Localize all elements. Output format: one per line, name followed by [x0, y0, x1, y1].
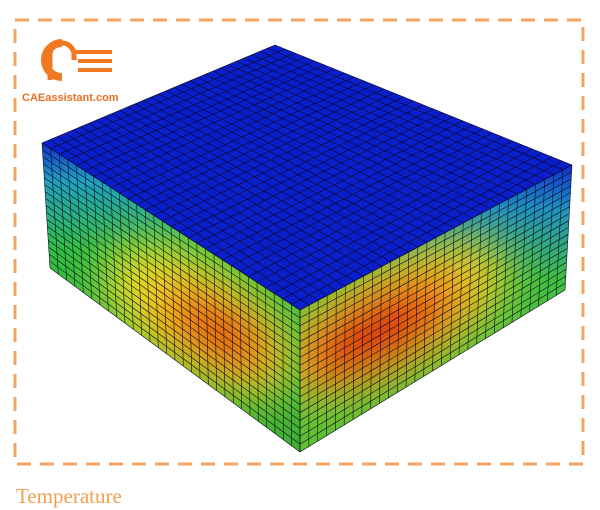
- mesh-line: [299, 192, 571, 342]
- mesh-line: [239, 136, 503, 272]
- mesh-line: [299, 185, 571, 334]
- mesh-line: [196, 116, 454, 244]
- mesh-line: [299, 268, 567, 429]
- mesh-line: [145, 92, 394, 211]
- mesh-line: [299, 227, 569, 382]
- mesh-line: [205, 120, 464, 250]
- mesh-line: [48, 246, 301, 429]
- mesh-line: [299, 178, 572, 327]
- mesh-line: [282, 156, 553, 300]
- mesh-line: [43, 163, 301, 334]
- mesh-block: [41, 44, 573, 453]
- mesh-line: [136, 88, 385, 205]
- mesh-line: [45, 198, 301, 374]
- mesh-line: [48, 239, 301, 421]
- mesh-line: [46, 212, 301, 390]
- mesh-line: [59, 52, 295, 155]
- mesh-line: [127, 84, 375, 199]
- mesh-line: [42, 149, 301, 319]
- heat: [300, 242, 508, 398]
- mesh-line: [299, 213, 570, 366]
- mesh-line: [45, 205, 301, 382]
- mesh-line: [47, 226, 301, 405]
- mesh-line: [299, 241, 568, 398]
- mesh-line: [49, 267, 301, 453]
- mesh-line: [41, 44, 276, 144]
- mesh-line: [48, 253, 301, 437]
- mesh-line: [299, 275, 566, 437]
- mesh-line: [42, 156, 301, 327]
- mesh-line: [231, 132, 493, 266]
- mesh-line: [256, 144, 523, 283]
- mesh-line: [299, 255, 568, 413]
- mesh-line: [44, 191, 301, 366]
- mesh-line: [265, 148, 533, 288]
- mesh-line: [44, 184, 301, 358]
- mesh-line: [84, 64, 325, 172]
- mesh-line: [299, 220, 570, 374]
- mesh-line: [299, 289, 566, 453]
- mesh-line: [170, 104, 424, 227]
- mesh-line: [299, 206, 570, 358]
- mesh-line: [248, 140, 513, 277]
- mesh-line: [299, 171, 572, 319]
- mesh-line: [46, 219, 301, 398]
- mesh-line: [299, 261, 567, 421]
- mesh-line: [222, 128, 484, 261]
- mesh-line: [274, 152, 543, 294]
- mesh-line: [119, 80, 365, 194]
- mesh-line: [188, 112, 444, 238]
- mesh-line: [44, 177, 301, 350]
- mesh-line: [93, 68, 335, 177]
- mesh-line: [299, 199, 571, 350]
- mesh-line: [299, 248, 568, 405]
- mesh-lines: [41, 44, 573, 453]
- mesh-line: [162, 100, 414, 222]
- mesh-line: [41, 142, 301, 311]
- mesh-line: [50, 48, 286, 149]
- mesh-line: [299, 164, 573, 311]
- logo: CAEassistant.com: [22, 39, 119, 104]
- mesh-line: [153, 96, 404, 216]
- mesh-line: [47, 233, 301, 413]
- dashed-frame: [13, 18, 585, 466]
- mesh-line: [291, 160, 563, 305]
- mesh-line: [110, 76, 355, 188]
- mesh-line: [299, 234, 569, 390]
- mesh-line: [102, 72, 345, 183]
- mesh-line: [49, 260, 301, 445]
- mesh-line: [299, 282, 566, 445]
- logo-text: CAEassistant.com: [22, 92, 119, 104]
- top-face: [42, 45, 572, 310]
- mesh-line: [76, 60, 315, 166]
- caption: Temperature: [16, 484, 122, 508]
- mesh-line: [43, 170, 301, 342]
- mesh-line: [213, 124, 474, 255]
- mesh-line: [67, 56, 305, 160]
- mesh-line: [179, 108, 434, 233]
